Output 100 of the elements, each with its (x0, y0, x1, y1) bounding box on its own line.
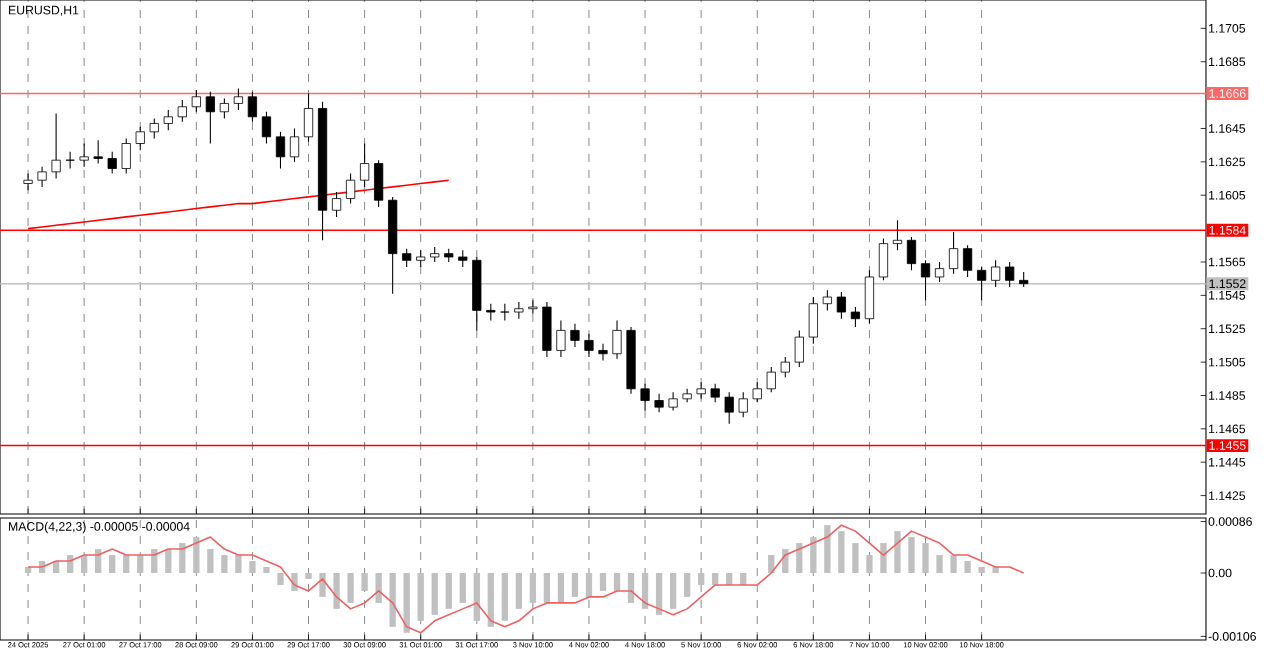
bar (641, 572, 649, 609)
candlestick (233, 87, 244, 111)
candlestick (303, 92, 314, 143)
bar (824, 525, 831, 573)
candlestick (991, 259, 1001, 288)
bar (992, 567, 999, 573)
bar (852, 543, 859, 573)
candlestick (275, 131, 286, 170)
bar (613, 572, 621, 591)
bar (207, 549, 214, 573)
candlestick (93, 139, 103, 165)
bar (838, 531, 845, 573)
bar (529, 572, 537, 603)
bar (235, 555, 242, 573)
candlestick (878, 238, 889, 281)
bar (137, 555, 144, 573)
candlestick (864, 269, 875, 325)
bar (459, 572, 466, 603)
bar (950, 555, 957, 573)
bar (347, 572, 354, 603)
candlestick (794, 329, 804, 368)
candlestick (766, 366, 776, 393)
bar (263, 567, 270, 573)
candlestick (962, 244, 973, 278)
candlestick (948, 231, 959, 275)
candlestick (934, 261, 945, 283)
candlestick (261, 111, 272, 145)
candlestick (822, 289, 832, 311)
candlestick (724, 391, 734, 425)
bar (796, 543, 803, 573)
bar (305, 572, 312, 579)
bar (543, 572, 551, 603)
candlestick (892, 219, 903, 251)
candlestick (710, 383, 720, 403)
bar (389, 572, 396, 627)
bar (557, 572, 565, 603)
candlestick (289, 127, 300, 163)
candlestick (107, 151, 117, 175)
bar (922, 543, 929, 573)
bar (375, 572, 382, 603)
candlestick (556, 319, 566, 358)
candlestick (374, 159, 384, 208)
bar (571, 572, 579, 597)
candlestick (163, 109, 173, 131)
candlestick (23, 173, 33, 191)
candlestick (528, 299, 538, 315)
bar (249, 561, 256, 573)
candlestick (345, 173, 356, 205)
candlestick (79, 142, 89, 168)
candlestick (654, 393, 664, 413)
bar (894, 531, 901, 573)
bar (403, 572, 410, 633)
bar (487, 572, 494, 627)
candlestick (612, 319, 622, 360)
bar (193, 537, 200, 573)
candlestick (542, 301, 552, 358)
bar (277, 572, 284, 585)
bar (473, 572, 480, 621)
bar (123, 555, 130, 573)
candlestick (906, 236, 917, 271)
bar (978, 567, 985, 573)
candlestick (808, 296, 818, 345)
bar (585, 572, 593, 597)
bar (908, 537, 915, 573)
candlestick (977, 266, 987, 301)
candlestick (402, 248, 412, 268)
candlestick (584, 333, 594, 358)
bar (683, 572, 691, 597)
bar (936, 555, 943, 573)
bar (669, 572, 677, 609)
bar (599, 572, 607, 591)
candlestick (247, 91, 258, 123)
bar (109, 555, 116, 573)
candlestick (360, 142, 370, 188)
candlestick (37, 166, 47, 188)
candlestick (205, 91, 215, 145)
candlestick (836, 291, 846, 320)
bar (431, 572, 438, 615)
bar (333, 572, 340, 609)
candlestick (219, 97, 229, 119)
candlestick (149, 117, 159, 140)
bar (361, 572, 368, 591)
candlestick (1005, 261, 1015, 288)
bar (880, 543, 887, 573)
candlestick (920, 259, 931, 301)
bar (445, 572, 452, 609)
candlestick (738, 391, 748, 418)
candlestick (51, 112, 61, 180)
bar (655, 572, 663, 615)
bar (866, 555, 873, 573)
bar (417, 572, 424, 621)
candlestick (514, 301, 524, 320)
candlestick (570, 323, 580, 348)
candlestick (640, 383, 650, 412)
candlestick (850, 306, 861, 328)
bar (698, 572, 705, 585)
candlestick (668, 391, 678, 412)
bar (515, 572, 523, 609)
bar (964, 561, 971, 573)
bar (221, 555, 228, 573)
